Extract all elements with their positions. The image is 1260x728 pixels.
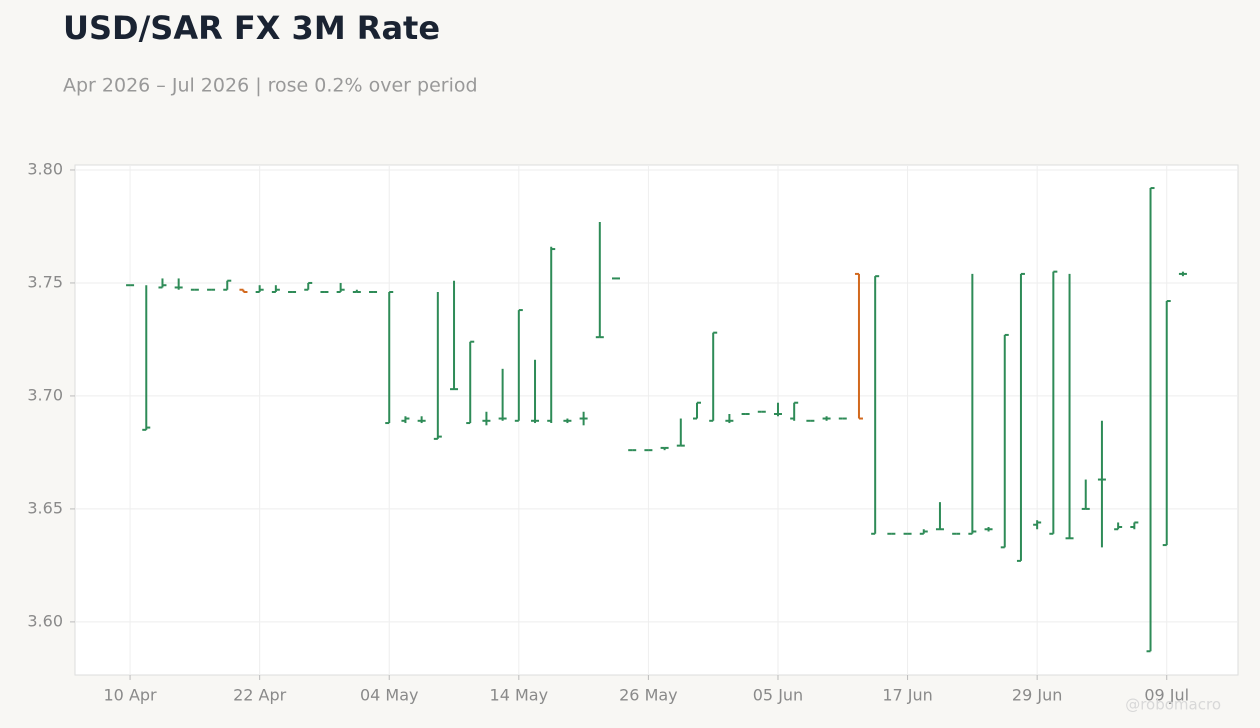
y-tick-label: 3.75 [27, 272, 63, 291]
x-tick-label: 22 Apr [233, 686, 287, 705]
x-tick-label: 09 Jul [1144, 686, 1189, 705]
x-tick-label: 04 May [360, 686, 419, 705]
chart-title: USD/SAR FX 3M Rate [63, 9, 440, 47]
plot-area [74, 164, 1239, 676]
y-tick-label: 3.80 [27, 159, 63, 178]
x-tick-label: 05 Jun [753, 686, 803, 705]
x-tick-label: 14 May [490, 686, 549, 705]
x-tick-label: 29 Jun [1012, 686, 1062, 705]
chart-subtitle: Apr 2026 – Jul 2026 | rose 0.2% over per… [63, 75, 478, 97]
x-tick-label: 26 May [619, 686, 678, 705]
watermark: @robomacro [1125, 696, 1221, 714]
y-tick-label: 3.65 [27, 498, 63, 517]
y-tick-label: 3.70 [27, 385, 63, 404]
x-tick-label: 10 Apr [104, 686, 158, 705]
y-tick-label: 3.60 [27, 611, 63, 630]
x-tick-label: 17 Jun [882, 686, 932, 705]
